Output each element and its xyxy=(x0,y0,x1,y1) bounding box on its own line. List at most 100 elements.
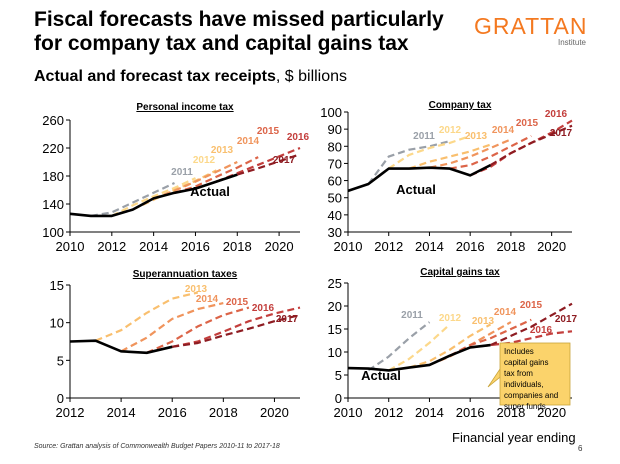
series-label-2017: 2017 xyxy=(273,155,296,166)
series-label-2012: 2012 xyxy=(193,155,216,166)
x-tick-label: 2018 xyxy=(209,405,238,420)
x-tick-label: 2020 xyxy=(537,239,566,254)
series-line-2015 xyxy=(449,135,532,170)
series-line-2017 xyxy=(489,124,573,167)
actual-label: Actual xyxy=(361,368,401,383)
x-tick-label: 2010 xyxy=(334,239,363,254)
y-tick-label: 10 xyxy=(50,316,64,331)
series-line-2016 xyxy=(171,306,301,348)
series-label-2014: 2014 xyxy=(237,136,260,147)
series-label-2016: 2016 xyxy=(545,109,568,120)
y-tick-label: 140 xyxy=(42,197,64,212)
panel-title: Personal income tax xyxy=(136,102,234,113)
y-tick-label: 10 xyxy=(328,345,342,360)
series-line-actual xyxy=(347,163,492,193)
y-tick-label: 25 xyxy=(328,276,342,291)
series-line-2011 xyxy=(367,321,431,372)
grattan-logo: GRATTAN Institute xyxy=(474,14,604,47)
x-tick-label: 2020 xyxy=(265,239,294,254)
x-tick-label: 2014 xyxy=(139,239,168,254)
series-line-2015 xyxy=(174,156,259,194)
x-tick-label: 2012 xyxy=(97,239,126,254)
series-label-2015: 2015 xyxy=(520,300,543,311)
y-tick-label: 100 xyxy=(320,105,342,120)
y-tick-label: 30 xyxy=(328,225,342,240)
note-callout-box xyxy=(499,342,571,406)
series-line-2012 xyxy=(388,134,471,170)
y-tick-label: 0 xyxy=(335,391,342,406)
y-tick-label: 70 xyxy=(328,156,342,171)
x-tick-label: 2016 xyxy=(456,239,485,254)
actual-label: Actual xyxy=(396,182,436,197)
series-label-2015: 2015 xyxy=(226,297,249,308)
page-title: Fiscal forecasts have missed particularl… xyxy=(34,8,444,55)
series-line-actual xyxy=(347,343,491,372)
series-line-actual xyxy=(69,339,173,355)
y-tick-label: 180 xyxy=(42,169,64,184)
panel-title: Superannuation taxes xyxy=(133,269,238,280)
series-line-2015 xyxy=(146,306,250,354)
subtitle-bold: Actual and forecast tax receipts xyxy=(34,68,276,85)
x-tick-label: 2020 xyxy=(260,405,289,420)
x-tick-label: 2010 xyxy=(334,405,363,420)
series-label-2011: 2011 xyxy=(171,167,193,178)
x-tick-label: 2014 xyxy=(415,405,444,420)
series-label-2017: 2017 xyxy=(550,128,573,139)
x-tick-label: 2018 xyxy=(496,239,525,254)
chart-subtitle: Actual and forecast tax receipts, $ bill… xyxy=(34,68,347,86)
series-line-2014 xyxy=(120,302,224,353)
x-tick-label: 2012 xyxy=(374,405,403,420)
y-tick-label: 60 xyxy=(328,174,342,189)
series-line-2013 xyxy=(408,323,492,369)
series-label-2014: 2014 xyxy=(492,125,515,136)
series-line-2017 xyxy=(490,302,573,347)
x-tick-label: 2010 xyxy=(56,239,85,254)
series-line-2012 xyxy=(388,323,451,372)
series-label-2017: 2017 xyxy=(555,314,578,325)
x-tick-label: 2014 xyxy=(107,405,136,420)
note-callout-text: super funds xyxy=(504,402,546,411)
logo-subtext: Institute xyxy=(557,38,586,47)
series-label-2016: 2016 xyxy=(252,303,275,314)
series-line-2016 xyxy=(195,146,301,190)
series-label-2015: 2015 xyxy=(257,126,280,137)
x-tick-label: 2018 xyxy=(496,405,525,420)
y-tick-label: 260 xyxy=(42,113,64,128)
series-label-2011: 2011 xyxy=(413,131,435,142)
source-note: Source: Grattan analysis of Commonwealth… xyxy=(34,443,280,450)
series-line-2013 xyxy=(408,143,491,170)
series-label-2011: 2011 xyxy=(401,310,423,321)
y-tick-label: 0 xyxy=(57,391,64,406)
x-tick-label: 2014 xyxy=(415,239,444,254)
series-label-2013: 2013 xyxy=(211,145,234,156)
series-line-actual xyxy=(69,173,238,218)
series-label-2013: 2013 xyxy=(465,131,488,142)
x-tick-label: 2016 xyxy=(158,405,187,420)
x-tick-label: 2012 xyxy=(56,405,85,420)
x-tick-label: 2012 xyxy=(374,239,403,254)
y-tick-label: 50 xyxy=(328,191,342,206)
series-line-2014 xyxy=(429,138,512,169)
y-tick-label: 15 xyxy=(50,278,64,293)
x-tick-label: 2020 xyxy=(537,405,566,420)
series-line-2013 xyxy=(95,291,199,342)
y-tick-label: 5 xyxy=(57,353,64,368)
note-callout-text: Includes xyxy=(504,347,534,356)
x-tick-label: 2016 xyxy=(181,239,210,254)
panel-title: Capital gains tax xyxy=(420,267,500,278)
y-tick-label: 15 xyxy=(328,322,342,337)
panel-title: Company tax xyxy=(429,100,492,111)
series-label-2012: 2012 xyxy=(439,125,462,136)
logo-wordmark: GRATTAN xyxy=(474,13,588,39)
series-label-2015: 2015 xyxy=(516,118,539,129)
y-tick-label: 220 xyxy=(42,141,64,156)
y-tick-label: 90 xyxy=(328,122,342,137)
series-line-2015 xyxy=(449,318,532,357)
y-tick-label: 100 xyxy=(42,225,64,240)
y-tick-label: 20 xyxy=(328,299,342,314)
note-callout-text: individuals, xyxy=(504,380,544,389)
series-label-2013: 2013 xyxy=(472,316,495,327)
series-label-2014: 2014 xyxy=(196,294,219,305)
note-callout-text: companies and xyxy=(504,391,558,400)
